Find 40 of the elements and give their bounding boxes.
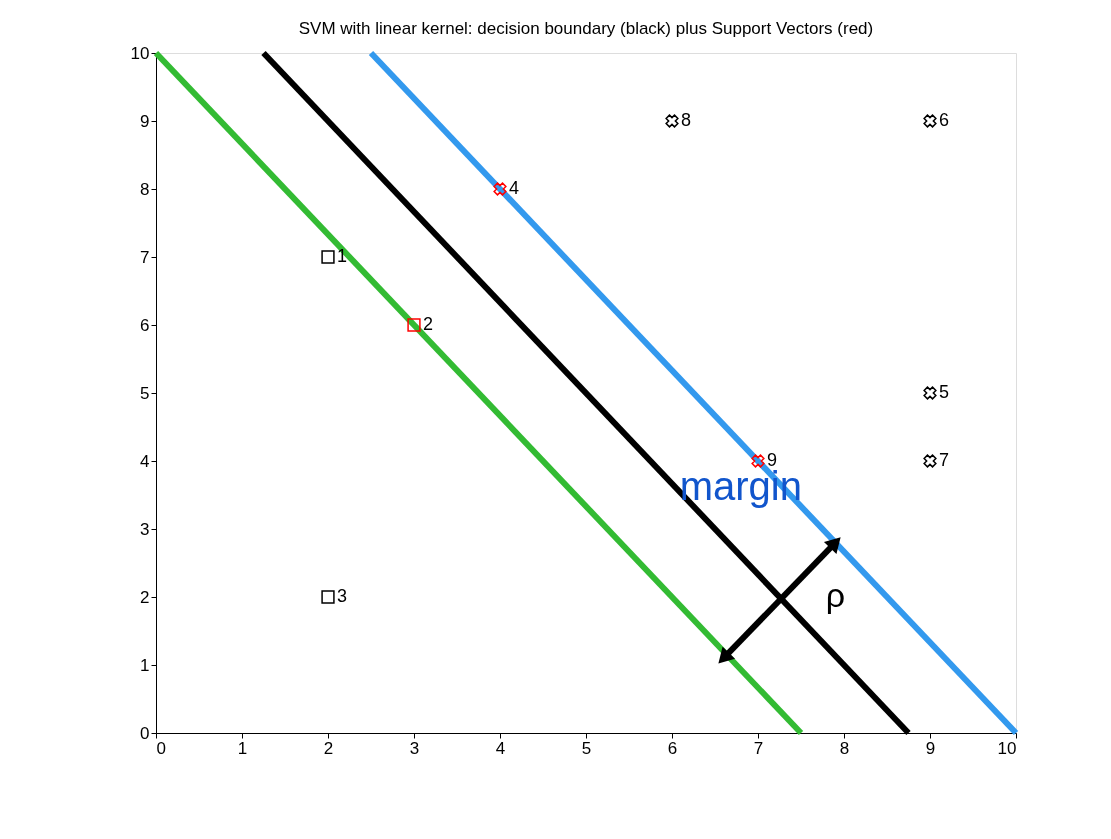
y-tick-label: 3 <box>140 519 150 539</box>
point <box>407 318 421 332</box>
y-tick-label: 0 <box>140 723 150 743</box>
y-tick-label: 5 <box>140 383 150 403</box>
annotation: 4 <box>509 178 520 198</box>
annotation: ρ <box>825 576 846 614</box>
x-tick-label: 1 <box>237 738 248 758</box>
x-tick-label: 4 <box>495 738 506 758</box>
y-tick-label: 6 <box>140 315 150 335</box>
point <box>321 250 335 264</box>
x-tick-label: 0 <box>156 738 166 758</box>
y-tick-label: 4 <box>140 451 150 471</box>
point <box>751 454 765 468</box>
y-tick-label: 1 <box>140 655 150 675</box>
point <box>923 114 937 128</box>
y-tick-label: 10 <box>130 43 150 63</box>
x-tick-label: 9 <box>925 738 936 758</box>
point <box>665 114 679 128</box>
y-tick-label: 8 <box>140 179 150 199</box>
x-tick-label: 5 <box>581 738 592 758</box>
point <box>923 454 937 468</box>
annotation: 3 <box>337 586 348 606</box>
x-tick-label: 8 <box>839 738 850 758</box>
y-tick-label: 7 <box>140 247 150 267</box>
annotation: 6 <box>939 110 950 130</box>
x-tick-label: 6 <box>667 738 678 758</box>
x-tick-label: 3 <box>409 738 420 758</box>
point <box>321 590 335 604</box>
chart-title: SVM with linear kernel: decision boundary (black) plus Support Vectors (red) <box>298 19 874 38</box>
annotation: 7 <box>939 450 950 470</box>
point <box>493 182 507 196</box>
x-tick-label: 7 <box>753 738 764 758</box>
point <box>923 386 937 400</box>
y-tick-label: 2 <box>140 587 150 607</box>
y-tick-label: 9 <box>140 111 150 131</box>
annotation: 8 <box>681 110 692 130</box>
x-tick-label: 10 <box>997 738 1017 758</box>
annotation: 5 <box>939 382 950 402</box>
annotation: 2 <box>423 314 434 334</box>
x-tick-label: 2 <box>323 738 334 758</box>
